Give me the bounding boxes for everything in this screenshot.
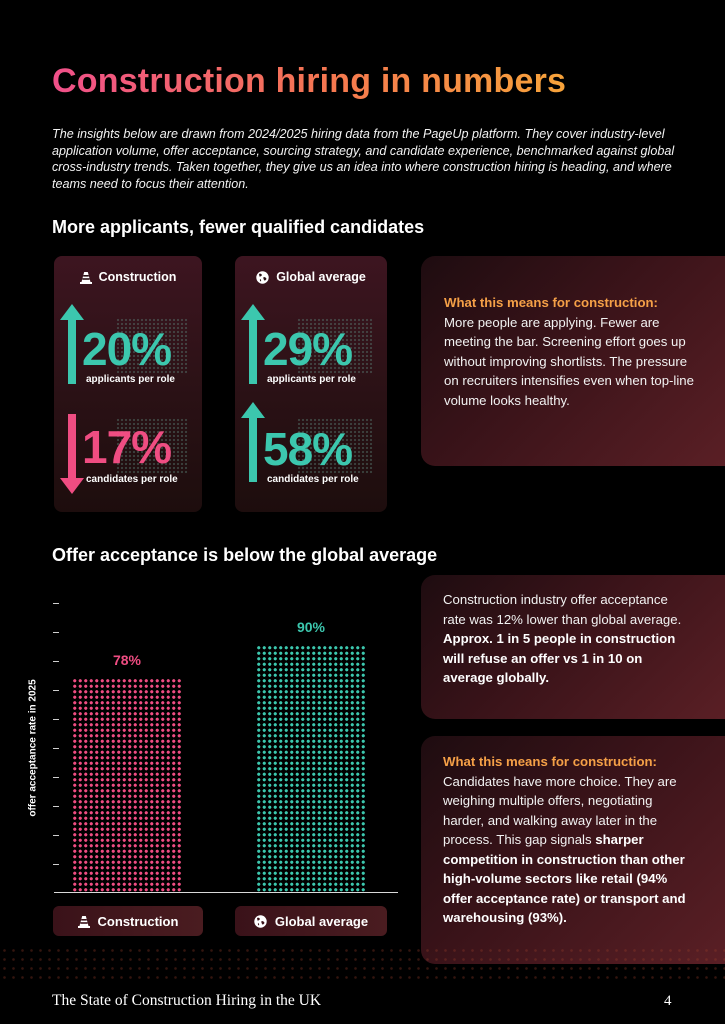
up-arrow-icon: [241, 304, 265, 384]
traffic-cone-icon: [77, 915, 90, 928]
section1-heading: More applicants, fewer qualified candida…: [52, 217, 425, 237]
chart-value-label-global: 90%: [296, 618, 326, 635]
section2-heading: Offer acceptance is below the global ave…: [52, 545, 438, 565]
stat-value: 29%: [263, 323, 353, 375]
chart-y-axis-label: offer acceptance rate in 2025: [27, 679, 39, 817]
stat-value: 58%: [263, 423, 353, 475]
global-card-label: Global average: [276, 270, 366, 284]
chart-category-global: Global average: [235, 906, 387, 936]
construction-card-label: Construction: [98, 270, 177, 284]
page-title: Construction hiring in numbers: [52, 62, 567, 100]
construction-card-header: Construction: [54, 270, 202, 284]
stat-value: 20%: [82, 323, 172, 375]
insight-heading: What this means for construction:: [444, 295, 658, 310]
footer-decoration: [0, 946, 725, 984]
globe-icon: [256, 270, 269, 284]
stat-label: candidates per role: [86, 474, 178, 485]
global-stats-card: Global average 29% applicants per role 5…: [235, 256, 387, 512]
construction-stats-card: Construction 20% applicants per role 17%…: [54, 256, 202, 512]
category-label: Construction: [97, 913, 179, 929]
chart-category-construction: Construction: [53, 906, 203, 936]
insight-body: More people are applying. Fewer are meet…: [444, 314, 694, 408]
section2-fact-panel: [421, 575, 725, 719]
traffic-cone-icon: [79, 271, 92, 284]
category-label: Global average: [274, 913, 369, 929]
stat-label: candidates per role: [267, 474, 359, 485]
footer-title: The State of Construction Hiring in the …: [52, 992, 322, 1009]
stat-label: applicants per role: [267, 374, 356, 385]
global-card-header: Global average: [235, 270, 387, 284]
section1-insight-text: What this means for construction: More p…: [444, 293, 694, 410]
section2-insight-panel: [421, 736, 725, 964]
insight-bold: sharper competition in construction than…: [443, 832, 686, 925]
page-number: 4: [664, 993, 672, 1009]
section1-insight-panel: [421, 256, 725, 466]
insight-heading: What this means for construction:: [443, 754, 657, 769]
up-arrow-icon: [60, 304, 84, 384]
chart-x-axis: [54, 892, 398, 893]
section2-insight-text: What this means for construction: Candid…: [443, 752, 695, 928]
intro-paragraph: The insights below are drawn from 2024/2…: [52, 127, 675, 191]
insight-body: Candidates have more choice. They are we…: [443, 773, 677, 848]
footer: [0, 984, 725, 1024]
stat-label: applicants per role: [86, 374, 175, 385]
fact-body: Construction industry offer acceptance r…: [443, 592, 682, 627]
globe-icon: [254, 914, 267, 928]
stat-value: 17%: [82, 421, 172, 473]
down-arrow-icon: [60, 414, 84, 494]
chart-bar-global: [256, 644, 366, 892]
section2-fact-text: Construction industry offer acceptance r…: [443, 590, 693, 688]
fact-bold: Approx. 1 in 5 people in construction wi…: [443, 631, 676, 685]
chart-bar-construction: [72, 677, 182, 892]
up-arrow-icon: [241, 402, 265, 482]
chart-value-label-construction: 78%: [112, 651, 142, 668]
